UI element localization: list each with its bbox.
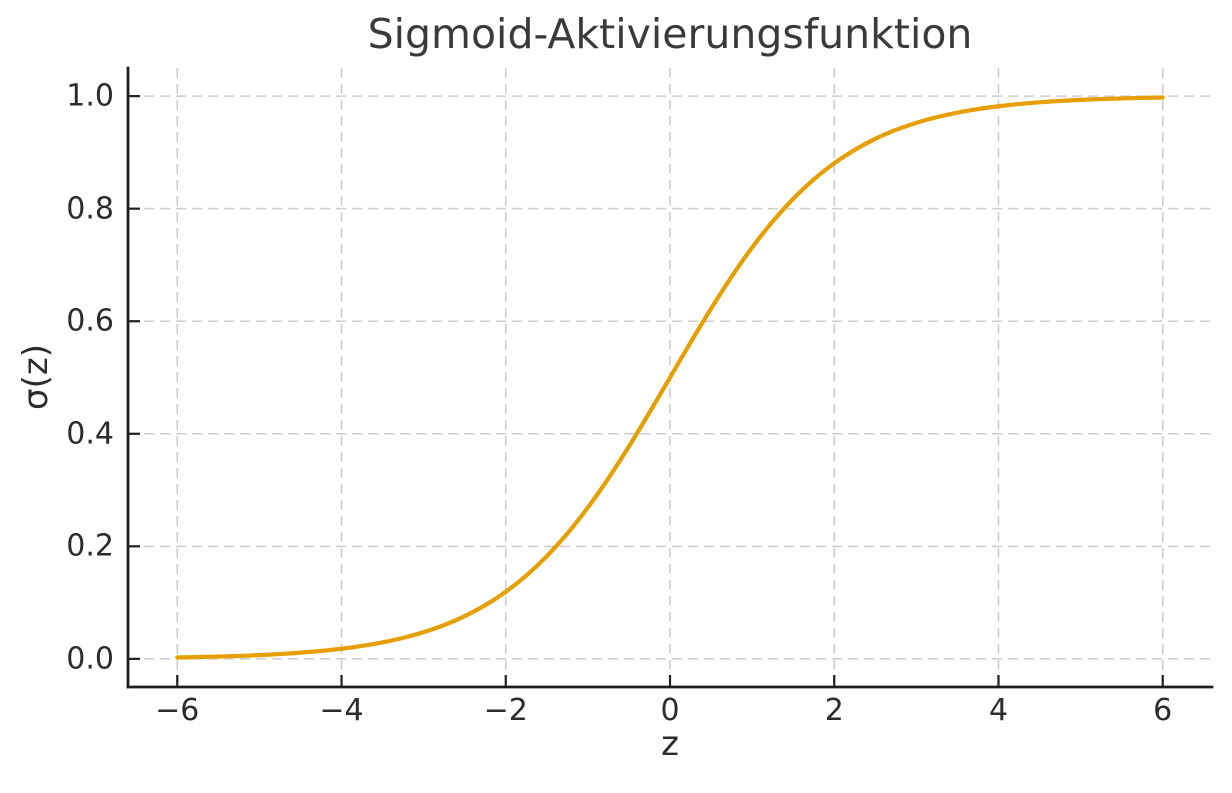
x-axis-label: z [661,724,679,764]
y-tick-label: 0.2 [66,528,114,564]
y-tick-label: 0.8 [66,191,114,227]
x-tick-label: 2 [824,693,844,728]
sigmoid-curve [175,95,1165,660]
y-tick-label: 0.0 [66,641,114,677]
y-tick-label: 1.0 [66,78,114,114]
chart-title: Sigmoid-Aktivierungsfunktion [367,10,973,58]
x-tick-label: −6 [155,693,200,728]
x-tick-label: −2 [483,693,528,728]
x-tick-label: −4 [319,693,364,728]
x-tick-label: 0 [660,693,680,728]
y-axis-label: σ(z) [16,344,56,410]
y-tick-label: 0.6 [66,303,114,339]
y-tick-label: 0.4 [66,416,114,452]
x-tick-label: 6 [1153,693,1173,728]
x-tick-label: 4 [988,693,1009,728]
